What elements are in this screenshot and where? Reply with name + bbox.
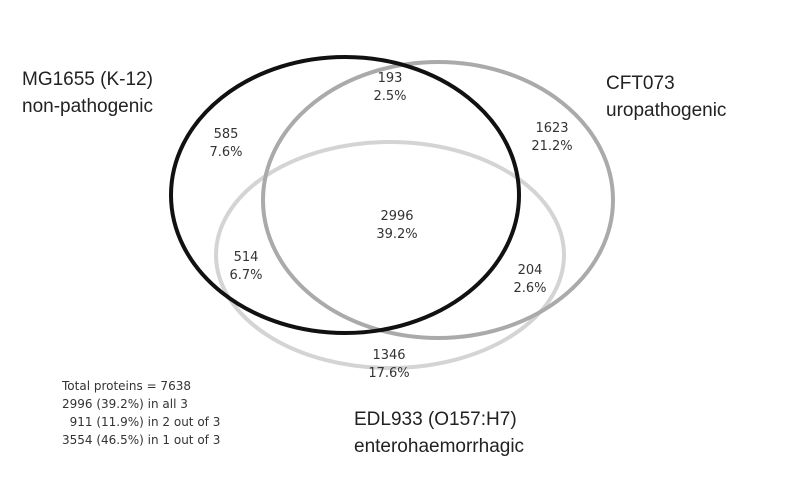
region-count: 585: [213, 127, 239, 142]
region-percent: 6.7%: [229, 268, 263, 283]
mg1655-label: MG1655 (K-12) non-pathogenic: [22, 66, 153, 120]
mg1655-name: MG1655 (K-12): [22, 69, 153, 90]
region-count: 1346: [372, 348, 406, 363]
region-mg1655-edl933: 514 6.7%: [229, 249, 262, 285]
region-count: 2996: [380, 209, 414, 224]
summary-in-all: 2996 (39.2%) in all 3: [62, 397, 188, 411]
region-percent: 2.5%: [373, 89, 407, 104]
edl933-name: EDL933 (O157:H7): [354, 409, 517, 430]
summary-in-one: 3554 (46.5%) in 1 out of 3: [62, 433, 221, 447]
region-mg1655-cft073: 193 2.5%: [373, 70, 406, 106]
edl933-circle: [214, 140, 566, 370]
region-percent: 7.6%: [209, 145, 243, 160]
region-mg1655-only: 585 7.6%: [209, 126, 242, 162]
region-count: 204: [517, 263, 543, 278]
region-count: 1623: [535, 121, 569, 136]
mg1655-subtitle: non-pathogenic: [22, 96, 153, 117]
cft073-label: CFT073 uropathogenic: [606, 70, 726, 124]
cft073-name: CFT073: [606, 73, 675, 94]
region-count: 193: [377, 71, 403, 86]
edl933-label: EDL933 (O157:H7) enterohaemorrhagic: [354, 406, 524, 460]
summary-total: Total proteins = 7638: [62, 379, 191, 393]
region-all-three: 2996 39.2%: [376, 208, 417, 244]
region-percent: 2.6%: [513, 281, 547, 296]
summary-in-two: 911 (11.9%) in 2 out of 3: [62, 415, 221, 429]
region-cft073-only: 1623 21.2%: [531, 120, 572, 156]
region-percent: 21.2%: [531, 139, 573, 154]
edl933-subtitle: enterohaemorrhagic: [354, 436, 525, 457]
region-percent: 17.6%: [368, 366, 410, 381]
region-edl933-only: 1346 17.6%: [368, 347, 409, 383]
region-cft073-edl933: 204 2.6%: [513, 262, 546, 298]
cft073-circle: [261, 60, 615, 340]
mg1655-circle: [169, 55, 521, 335]
summary-block: Total proteins = 7638 2996 (39.2%) in al…: [62, 377, 220, 449]
region-percent: 39.2%: [376, 227, 418, 242]
region-count: 514: [233, 250, 259, 265]
cft073-subtitle: uropathogenic: [606, 100, 727, 121]
